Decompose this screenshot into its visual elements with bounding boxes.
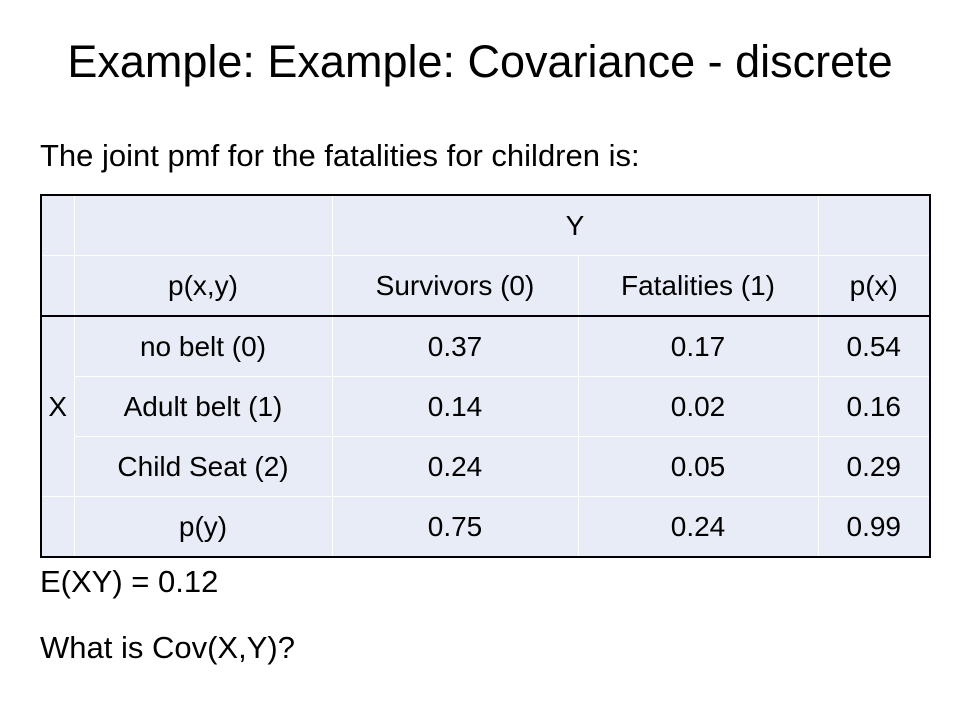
- slide-title: Example: Example: Covariance - discrete: [67, 36, 893, 87]
- table-cell: [40, 255, 75, 317]
- table-row: Child Seat (2) 0.24 0.05 0.29: [41, 436, 931, 497]
- question-text: What is Cov(X,Y)?: [40, 630, 295, 665]
- table-cell: 0.99: [817, 496, 931, 558]
- table-row-y-header: Y: [40, 194, 931, 256]
- table-cell: 0.37: [331, 315, 579, 377]
- column-header: Fatalities (1): [577, 255, 819, 317]
- table-cell: 0.54: [817, 315, 931, 377]
- column-header: Survivors (0): [331, 255, 579, 317]
- table-cell: 0.17: [577, 315, 819, 377]
- table-cell: [817, 194, 931, 256]
- table-cell: 0.02: [577, 376, 819, 437]
- table-row: X no belt (0) 0.37 0.17 0.54: [40, 315, 931, 497]
- table-cell: 0.29: [817, 436, 931, 497]
- x-variable-header: X: [40, 315, 75, 497]
- table-cell: 0.24: [331, 436, 579, 497]
- table-cell: [40, 496, 75, 558]
- table-cell: 0.75: [331, 496, 579, 558]
- corner-header: p(x,y): [73, 255, 333, 317]
- row-label: p(y): [73, 496, 333, 558]
- table-row: Adult belt (1) 0.14 0.02 0.16: [41, 376, 931, 437]
- table-cell: 0.14: [331, 376, 579, 437]
- table-cell: 0.16: [817, 376, 931, 437]
- column-header: p(x): [817, 255, 931, 317]
- y-variable-header: Y: [331, 194, 819, 256]
- joint-pmf-table: Y p(x,y) Survivors (0) Fatalities (1) p(…: [40, 194, 931, 558]
- row-label: no belt (0): [73, 315, 333, 377]
- expectation-text: E(XY) = 0.12: [40, 564, 219, 599]
- table-row-marginal-y: p(y) 0.75 0.24 0.99: [40, 496, 931, 558]
- table-cell: [73, 194, 333, 256]
- table-cell: 0.05: [577, 436, 819, 497]
- intro-text: The joint pmf for the fatalities for chi…: [40, 138, 640, 173]
- table-cell: [40, 194, 75, 256]
- row-label: Child Seat (2): [73, 436, 333, 497]
- table-cell: 0.24: [577, 496, 819, 558]
- table-row-column-headers: p(x,y) Survivors (0) Fatalities (1) p(x): [40, 255, 931, 317]
- row-label: Adult belt (1): [73, 376, 333, 437]
